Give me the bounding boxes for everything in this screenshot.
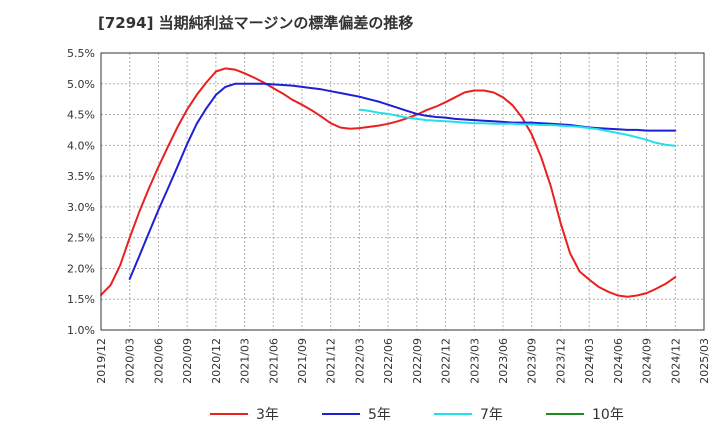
x-tick-label: 2021/12 bbox=[325, 338, 338, 384]
x-tick-label: 2020/12 bbox=[210, 338, 223, 384]
y-tick-label: 5.0% bbox=[67, 78, 95, 91]
x-tick-label: 2022/03 bbox=[353, 338, 366, 384]
x-tick-label: 2021/03 bbox=[239, 338, 252, 384]
x-tick-label: 2022/06 bbox=[382, 338, 395, 384]
legend-label: 5年 bbox=[368, 407, 391, 423]
x-tick-label: 2024/09 bbox=[641, 338, 654, 384]
x-tick-label: 2020/09 bbox=[181, 338, 194, 384]
plot-background bbox=[101, 53, 704, 330]
series-line bbox=[358, 108, 677, 147]
x-tick-label: 2024/06 bbox=[612, 338, 625, 384]
x-tick-label: 2025/03 bbox=[698, 338, 711, 384]
x-tick-label: 2023/12 bbox=[554, 338, 567, 384]
x-tick-label: 2020/06 bbox=[152, 338, 165, 384]
y-tick-label: 3.0% bbox=[67, 201, 95, 214]
chart-title: [7294] 当期純利益マージンの標準偏差の推移 bbox=[98, 14, 414, 32]
x-tick-label: 2020/03 bbox=[124, 338, 137, 384]
series-lines bbox=[100, 67, 677, 298]
y-tick-label: 5.5% bbox=[67, 47, 95, 60]
legend-label: 3年 bbox=[256, 407, 279, 423]
legend-label: 7年 bbox=[480, 407, 503, 423]
y-tick-label: 1.0% bbox=[67, 324, 95, 337]
x-tick-label: 2021/06 bbox=[267, 338, 280, 384]
x-tick-label: 2023/09 bbox=[526, 338, 539, 384]
y-tick-label: 4.5% bbox=[67, 109, 95, 122]
legend-label: 10年 bbox=[592, 407, 624, 423]
x-tick-label: 2022/09 bbox=[411, 338, 424, 384]
x-tick-label: 2024/12 bbox=[669, 338, 682, 384]
x-tick-label: 2023/06 bbox=[497, 338, 510, 384]
x-tick-label: 2021/09 bbox=[296, 338, 309, 384]
y-tick-label: 2.5% bbox=[67, 232, 95, 245]
x-axis-ticks: 2019/12 2020/03 2020/06 2020/09 2020/12 2021/… bbox=[95, 338, 711, 384]
x-tick-label: 2022/12 bbox=[440, 338, 453, 384]
series-line bbox=[100, 67, 677, 298]
y-tick-label: 1.5% bbox=[67, 293, 95, 306]
y-axis-ticks: 1.0% 1.5% 2.0% 2.5% 3.0% 3.5% 4.0% 4.5% 5.0% 5.5% bbox=[67, 47, 95, 337]
x-tick-label: 2023/03 bbox=[468, 338, 481, 384]
legend: 3年 5年 7年 10年 bbox=[210, 407, 624, 423]
y-tick-label: 2.0% bbox=[67, 262, 95, 275]
y-tick-label: 4.0% bbox=[67, 139, 95, 152]
plot-frame bbox=[100, 52, 705, 331]
x-tick-label: 2019/12 bbox=[95, 338, 108, 384]
x-tick-label: 2024/03 bbox=[583, 338, 596, 384]
y-tick-label: 3.5% bbox=[67, 170, 95, 183]
